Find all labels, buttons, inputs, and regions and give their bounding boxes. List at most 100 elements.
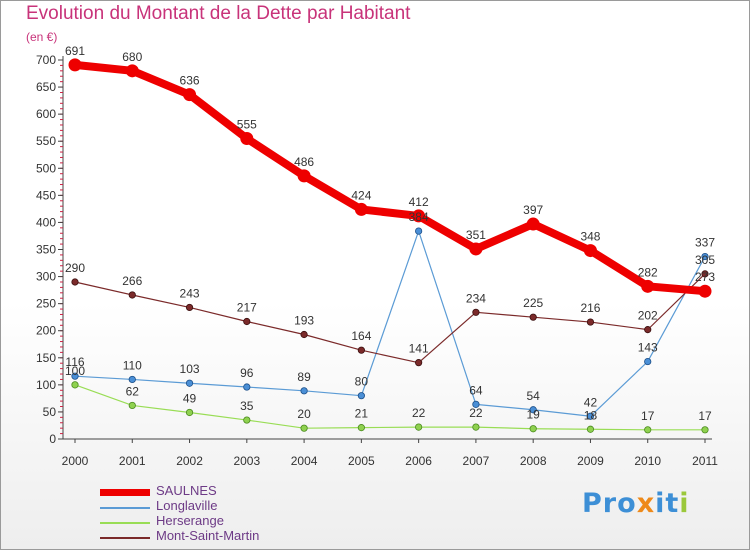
data-label-herserange: 21 (355, 407, 369, 421)
series-line-saulnes (71, 60, 709, 296)
data-label-mont-saint-martin: 202 (638, 309, 658, 323)
logo-letter: i (679, 488, 690, 519)
data-label-mont-saint-martin: 225 (523, 296, 543, 310)
data-point-longlaville (472, 400, 480, 408)
series-line-mont-saint-martin (74, 273, 706, 364)
data-point-saulnes (68, 58, 82, 72)
data-label-mont-saint-martin: 266 (122, 274, 142, 288)
legend-label-mont-saint-martin: Mont-Saint-Martin (156, 528, 260, 543)
legend-swatch-saulnes (100, 489, 150, 496)
data-point-saulnes (240, 132, 254, 146)
data-point-herserange (586, 425, 595, 433)
data-point-mont-saint-martin (415, 359, 423, 367)
data-label-herserange: 18 (584, 408, 598, 422)
x-tick-label: 2008 (520, 454, 547, 468)
x-tick-label: 2003 (233, 454, 260, 468)
data-label-mont-saint-martin: 243 (180, 286, 200, 300)
data-point-longlaville (185, 379, 194, 387)
data-point-saulnes (125, 64, 139, 78)
data-point-herserange (71, 381, 79, 389)
y-tick-label: 700 (36, 53, 56, 67)
data-label-longlaville: 80 (355, 375, 369, 389)
data-label-herserange: 17 (641, 409, 655, 423)
data-point-herserange (128, 401, 136, 410)
y-tick-label: 200 (36, 324, 56, 338)
x-tick-label: 2001 (119, 454, 146, 468)
data-label-herserange: 22 (469, 406, 483, 420)
data-label-mont-saint-martin: 305 (695, 253, 715, 267)
x-tick-label: 2011 (692, 454, 718, 468)
y-tick-label: 600 (36, 107, 56, 121)
y-tick-label: 650 (36, 80, 56, 94)
unit-label: (en €) (26, 30, 58, 44)
data-label-longlaville: 110 (123, 358, 142, 372)
data-point-herserange (357, 424, 365, 432)
data-point-mont-saint-martin (185, 303, 194, 312)
data-point-herserange (415, 423, 423, 431)
data-label-saulnes: 397 (523, 203, 543, 217)
data-point-saulnes (354, 202, 368, 216)
y-tick-label: 100 (36, 378, 56, 392)
data-label-longlaville: 116 (65, 355, 84, 369)
line-chart: 0 50 100 150 200 250 300 350 400 450 500 550 600 650 7… (36, 44, 718, 468)
data-label-mont-saint-martin: 234 (466, 291, 486, 305)
legend-label-longlaville: Longlaville (156, 498, 218, 513)
data-label-herserange: 19 (527, 408, 541, 422)
y-tick-label: 450 (36, 188, 56, 202)
legend-swatch-herserange (100, 522, 150, 524)
proxiti-logo: Proxiti (582, 488, 690, 519)
logo-letter: r (602, 488, 618, 519)
data-point-longlaville (71, 372, 79, 380)
series-line-longlaville (74, 230, 706, 417)
data-label-saulnes: 555 (237, 118, 257, 132)
data-point-mont-saint-martin (586, 318, 595, 326)
data-point-herserange (300, 424, 308, 432)
y-tick-label: 500 (36, 161, 56, 175)
legend-label-herserange: Herserange (156, 513, 224, 528)
data-label-longlaville: 42 (584, 395, 598, 409)
y-tick-label: 300 (36, 270, 56, 284)
data-point-herserange (243, 416, 251, 424)
data-point-herserange (185, 408, 194, 417)
data-point-mont-saint-martin (300, 330, 308, 339)
y-tick-label: 50 (43, 405, 57, 419)
data-label-saulnes: 348 (580, 230, 600, 244)
data-label-mont-saint-martin: 290 (65, 261, 85, 275)
x-tick-label: 2002 (176, 454, 203, 468)
data-point-saulnes (641, 279, 655, 293)
data-point-saulnes (583, 244, 597, 258)
data-point-mont-saint-martin (128, 291, 136, 299)
data-label-saulnes: 636 (180, 74, 200, 88)
data-label-herserange: 62 (126, 384, 140, 398)
x-tick-label: 2007 (463, 454, 490, 468)
data-point-saulnes (698, 284, 712, 298)
x-tick-label: 2005 (348, 454, 375, 468)
logo-letter: x (636, 488, 656, 519)
x-tick-label: 2004 (291, 454, 318, 468)
logo-letter: t (665, 488, 680, 519)
y-tick-label: 150 (36, 351, 56, 365)
logo-letter: P (582, 488, 603, 519)
legend-label-saulnes: SAULNES (156, 483, 217, 498)
data-point-herserange (529, 425, 537, 433)
data-point-mont-saint-martin (243, 317, 251, 326)
data-label-mont-saint-martin: 216 (580, 301, 600, 315)
data-label-herserange: 49 (183, 391, 197, 405)
data-point-saulnes (412, 209, 426, 223)
data-point-longlaville (243, 383, 251, 391)
data-point-longlaville (415, 227, 423, 235)
data-point-saulnes (297, 169, 311, 183)
chart-title: Evolution du Montant de la Dette par Hab… (26, 3, 411, 24)
data-point-longlaville (529, 406, 537, 414)
data-point-longlaville (644, 357, 652, 366)
y-tick-label: 400 (36, 215, 56, 229)
data-point-saulnes (526, 217, 540, 231)
data-label-longlaville: 103 (180, 362, 200, 376)
x-tick-label: 2009 (577, 454, 604, 468)
data-label-saulnes: 680 (122, 50, 142, 64)
data-point-longlaville (701, 252, 709, 261)
data-point-longlaville (586, 412, 595, 420)
data-label-herserange: 17 (698, 409, 712, 423)
data-label-mont-saint-martin: 164 (351, 329, 371, 343)
legend-swatch-longlaville (100, 507, 150, 509)
